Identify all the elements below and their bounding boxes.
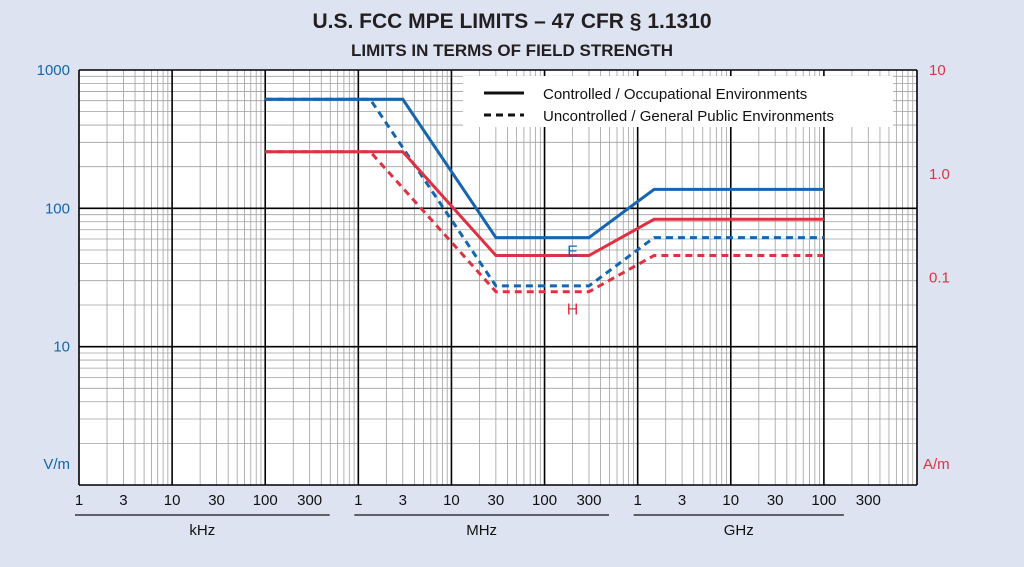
left-axis-unit: V/m: [43, 456, 70, 473]
annotation-e: E: [567, 243, 578, 260]
x-tick-label: 3: [678, 492, 686, 509]
annotation-h: H: [567, 301, 579, 318]
x-tick-label: 10: [722, 492, 739, 509]
series-line-e-uncontrolled: [265, 97, 824, 288]
x-tick-label: 10: [164, 492, 181, 509]
y-right-tick-label: 1.0: [929, 166, 950, 183]
plot-area: [79, 70, 917, 485]
legend-box: [463, 76, 893, 127]
x-group-label-khz: kHz: [189, 522, 215, 539]
x-axis: 1 3 10 30 100 300 1 3 10 30 100 300 1 3 10 30 100 300 kHz M…: [75, 492, 881, 539]
x-tick-label: 3: [119, 492, 127, 509]
y-left-tick-label: 100: [45, 200, 70, 217]
x-tick-label: 100: [532, 492, 557, 509]
legend: Controlled / Occupational Environments U…: [463, 76, 893, 127]
x-tick-label: 100: [253, 492, 278, 509]
x-tick-label: 3: [399, 492, 407, 509]
series-layer: [265, 97, 824, 294]
x-group-label-mhz: MHz: [466, 522, 497, 539]
x-tick-label: 300: [297, 492, 322, 509]
series-line-h-controlled: [265, 150, 824, 257]
right-axis: 10 1.0 0.1: [929, 62, 950, 287]
chart-subtitle: LIMITS IN TERMS OF FIELD STRENGTH: [351, 41, 673, 60]
series-line-e-controlled: [265, 97, 824, 240]
x-tick-label: 1: [633, 492, 641, 509]
legend-label-uncontrolled: Uncontrolled / General Public Environmen…: [543, 108, 834, 125]
x-tick-label: 30: [208, 492, 225, 509]
x-tick-label: 10: [443, 492, 460, 509]
x-tick-label: 1: [354, 492, 362, 509]
x-tick-label: 100: [811, 492, 836, 509]
annotation-layer: EH: [567, 243, 579, 318]
x-tick-label: 300: [856, 492, 881, 509]
x-tick-label: 30: [488, 492, 505, 509]
y-left-tick-label: 10: [53, 339, 70, 356]
chart-title: U.S. FCC MPE LIMITS – 47 CFR § 1.1310: [312, 10, 711, 33]
x-tick-label: 30: [767, 492, 784, 509]
x-group-label-ghz: GHz: [724, 522, 754, 539]
left-axis: 1000 100 10: [37, 62, 70, 356]
right-axis-unit: A/m: [923, 456, 950, 473]
x-tick-label: 300: [576, 492, 601, 509]
y-right-tick-label: 10: [929, 62, 946, 79]
legend-label-controlled: Controlled / Occupational Environments: [543, 86, 807, 103]
series-line-h-uncontrolled: [265, 150, 824, 294]
x-tick-label: 1: [75, 492, 83, 509]
y-right-tick-label: 0.1: [929, 270, 950, 287]
y-left-tick-label: 1000: [37, 62, 70, 79]
